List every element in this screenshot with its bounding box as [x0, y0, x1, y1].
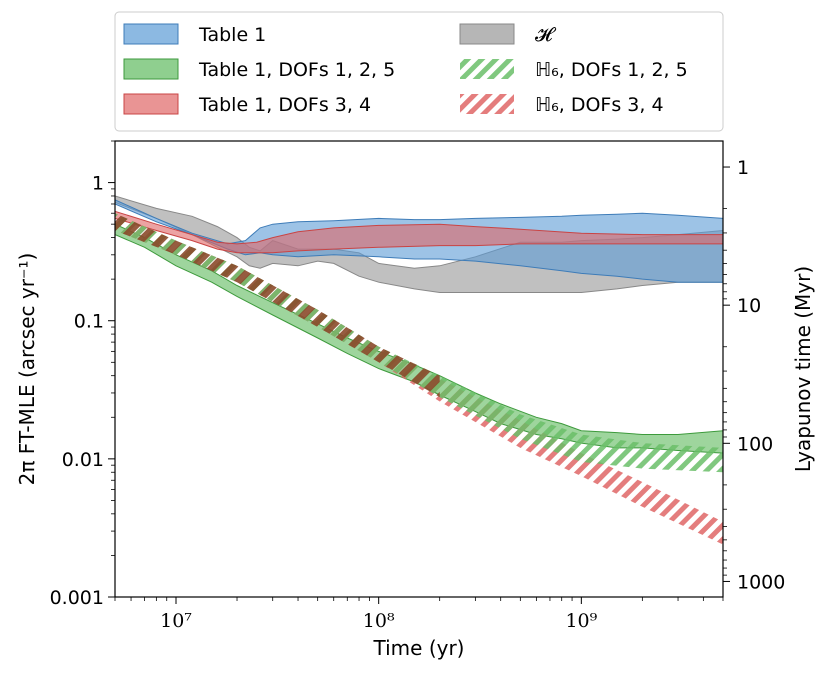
- legend-label: Table 1, DOFs 1, 2, 5: [198, 59, 395, 81]
- y-tick-label: 0.01: [62, 449, 104, 471]
- legend: Table 1 Table 1, DOFs 1, 2, 5 Table 1, DOF…: [114, 11, 724, 132]
- legend-label: ℍ₆, DOFs 1, 2, 5: [535, 59, 688, 81]
- legend-swatch: [460, 59, 514, 79]
- y-right-tick-label: 10: [737, 295, 761, 317]
- legend-label: 𝓗: [535, 24, 557, 46]
- series-band-2: [115, 210, 723, 254]
- legend-swatch: [123, 23, 179, 45]
- legend-label: Table 1: [198, 24, 266, 46]
- legend-swatch: [460, 94, 514, 114]
- plot-frame: [114, 140, 724, 598]
- y-tick-label: 0.1: [74, 311, 104, 333]
- x-tick-label: 10⁸: [363, 610, 395, 632]
- legend-swatch: [123, 93, 179, 115]
- legend-label: Table 1, DOFs 3, 4: [198, 94, 371, 116]
- axes: 10⁷ 10⁸ 10⁹ 1 0.1 0.01 0.001 1 10 100 1000: [50, 140, 785, 632]
- legend-box: [114, 11, 724, 132]
- legend-swatch: [459, 23, 515, 45]
- y-right-tick-label: 1000: [737, 571, 785, 593]
- hatched-overlap-band: [115, 213, 440, 398]
- x-tick-label: 10⁷: [160, 610, 192, 632]
- y-axis-label: 2π FT-MLE (arcsec yr⁻¹): [15, 253, 39, 486]
- y-tick-label: 0.001: [50, 587, 104, 609]
- legend-label: ℍ₆, DOFs 3, 4: [535, 94, 664, 116]
- series-band-5: [115, 213, 723, 473]
- y-right-tick-label: 100: [737, 433, 773, 455]
- y-tick-label: 1: [92, 173, 104, 195]
- y-axis-right-label: Lyapunov time (Myr): [791, 266, 815, 472]
- plot-area: [115, 195, 723, 545]
- x-tick-label: 10⁹: [565, 610, 597, 632]
- legend-swatch: [123, 58, 179, 80]
- x-axis-label: Time (yr): [373, 636, 465, 660]
- y-right-tick-label: 1: [737, 157, 749, 179]
